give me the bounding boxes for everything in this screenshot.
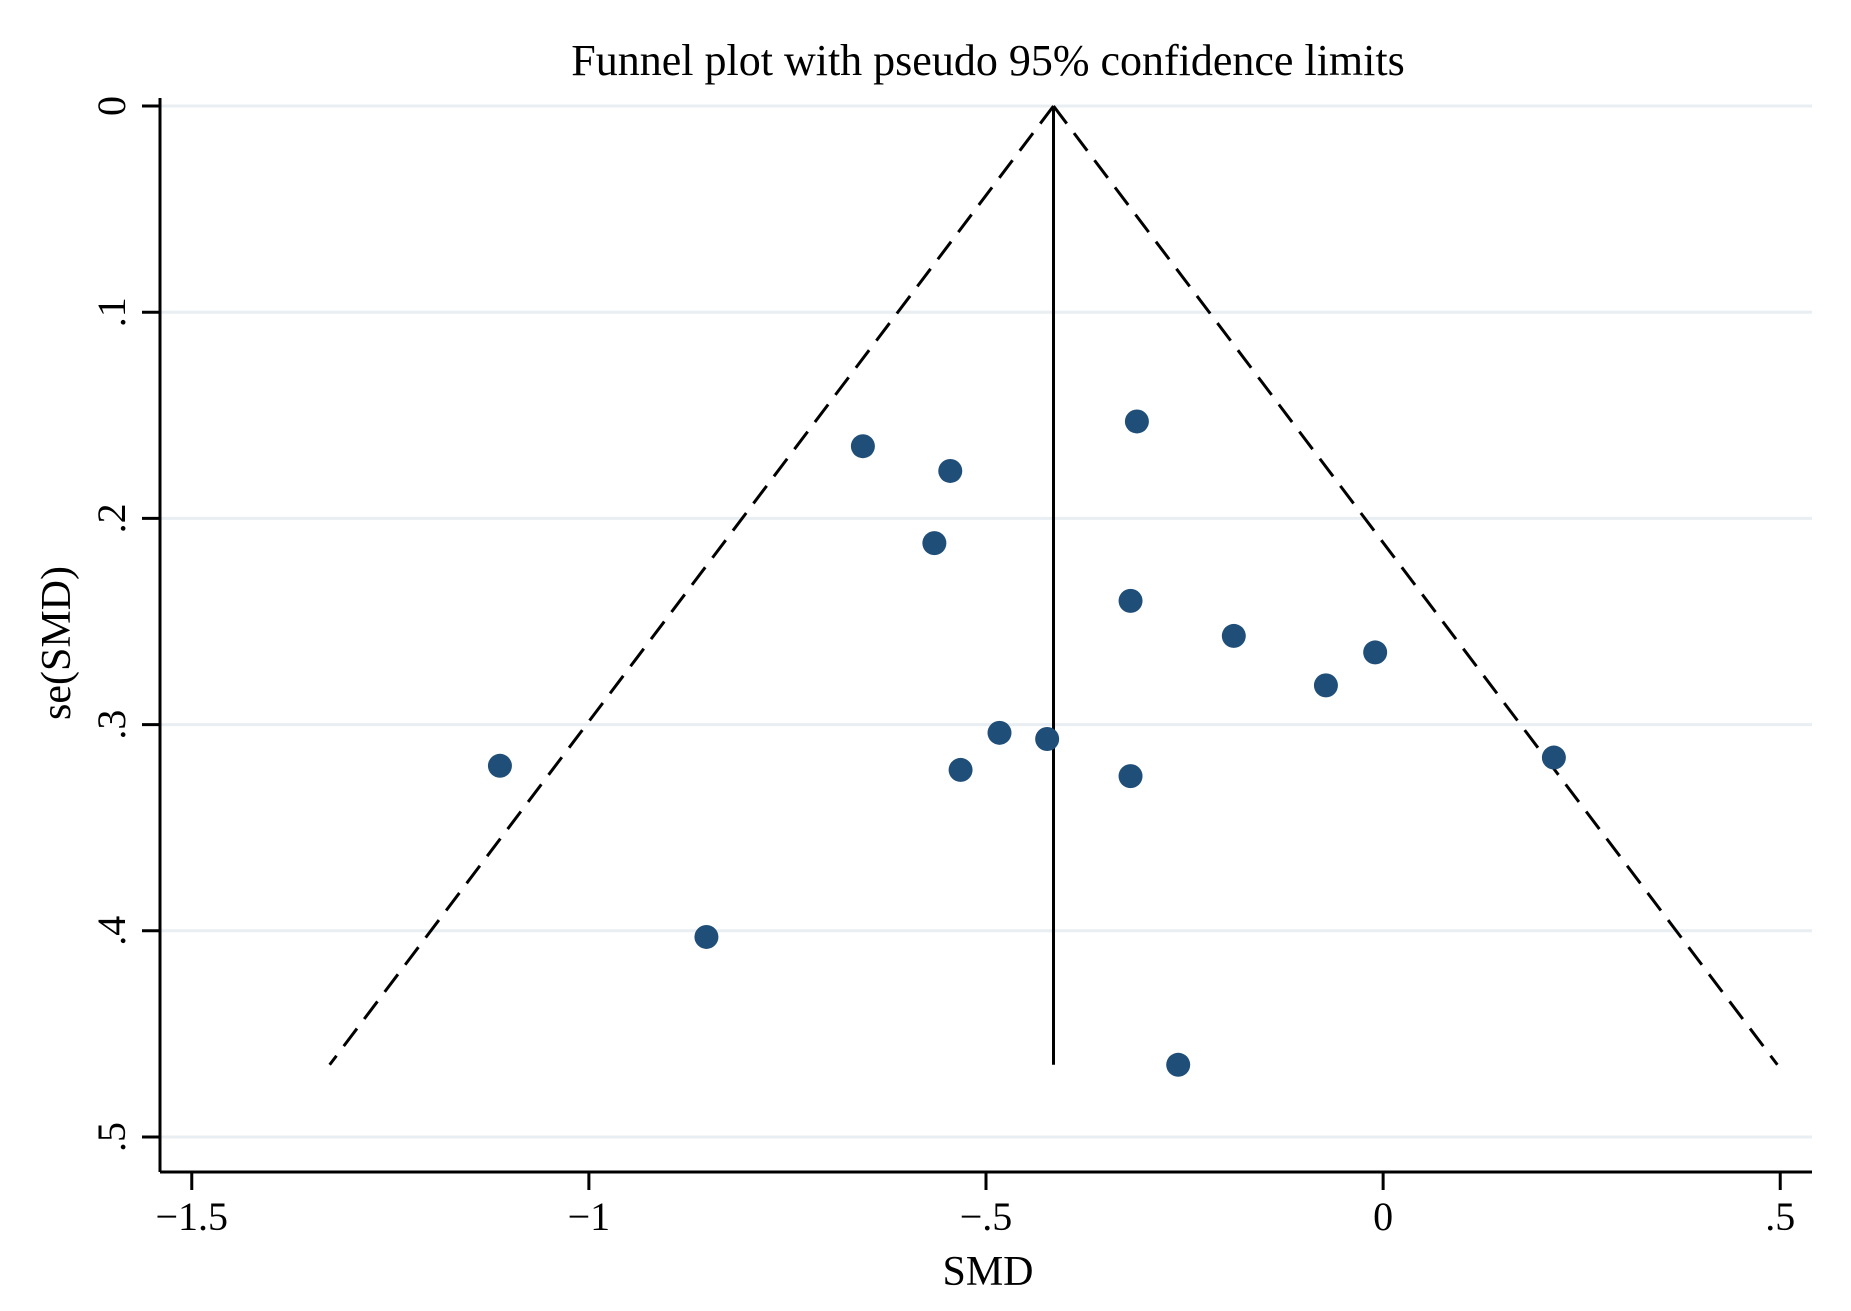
x-tick-label: .5 [1765,1194,1795,1239]
data-point [1035,727,1060,752]
data-point [1124,409,1149,434]
chart-title: Funnel plot with pseudo 95% confidence l… [571,36,1404,85]
data-point [694,924,719,949]
y-tick-label: 0 [89,96,134,116]
data-point [1541,745,1566,770]
data-point [987,720,1012,745]
data-point [1118,764,1143,789]
y-tick-label: .3 [89,710,134,740]
x-axis-label: SMD [942,1249,1033,1295]
data-point [1221,623,1246,648]
data-point [938,458,963,483]
data-point [1118,588,1143,613]
upper-confidence-limit [1052,105,1779,1066]
lower-confidence-limit [328,105,1055,1066]
y-tick-label: .2 [89,503,134,533]
y-tick-label: .1 [89,297,134,327]
grid-lines [160,104,1812,1139]
data-point [1166,1052,1191,1077]
x-tick-label: 0 [1373,1194,1393,1239]
data-point [1313,673,1338,698]
data-point [487,753,512,778]
confidence-limits [328,105,1779,1066]
data-points [487,409,1566,1077]
axes: 0 .1 .2 .3 .4 .5 −1.5 −1 −.5 0 .5 [89,96,1812,1239]
x-tick-label: −.5 [960,1194,1013,1239]
y-axis-label: se(SMD) [34,566,80,720]
x-tick-label: −1 [568,1194,611,1239]
y-tick-label: .4 [89,916,134,946]
data-point [948,757,973,782]
x-tick-label: −1.5 [155,1194,228,1239]
y-tick-label: .5 [89,1122,134,1152]
data-point [922,531,947,556]
data-point [850,434,875,459]
data-point [1363,640,1388,665]
